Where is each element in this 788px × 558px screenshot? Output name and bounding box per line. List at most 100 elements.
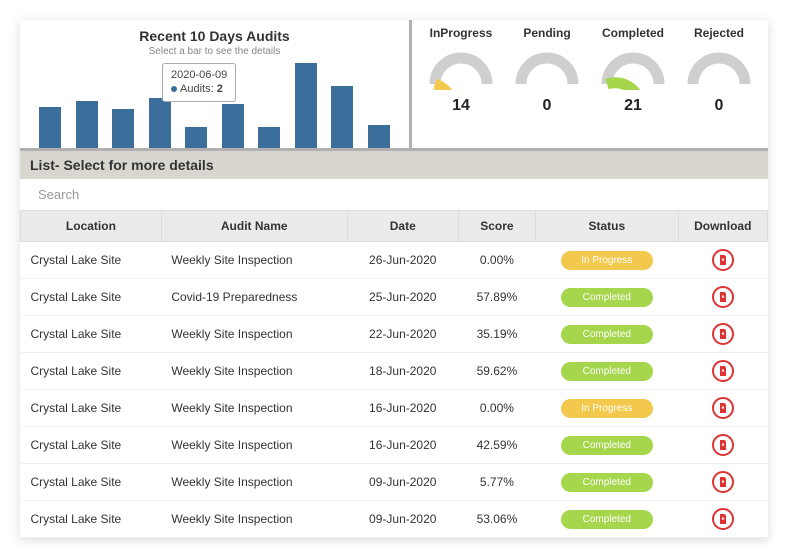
tooltip-value-line: Audits: 2 xyxy=(171,82,227,96)
cell-score: 59.62% xyxy=(458,353,535,390)
gauge-label: Pending xyxy=(506,26,588,40)
table-body: Crystal Lake Site Weekly Site Inspection… xyxy=(21,242,768,538)
search-row xyxy=(20,179,768,210)
cell-date: 09-Jun-2020 xyxy=(347,464,458,501)
column-header[interactable]: Audit Name xyxy=(161,211,347,242)
cell-score: 0.00% xyxy=(458,390,535,427)
status-badge: Completed xyxy=(561,288,653,307)
download-pdf-icon[interactable] xyxy=(712,434,734,456)
cell-location: Crystal Lake Site xyxy=(21,427,162,464)
chart-bar[interactable] xyxy=(185,127,207,148)
chart-bar[interactable] xyxy=(76,101,98,148)
gauge-value: 21 xyxy=(592,97,674,115)
column-header[interactable]: Status xyxy=(536,211,678,242)
cell-date: 25-Jun-2020 xyxy=(347,279,458,316)
table-row[interactable]: Crystal Lake Site Weekly Site Inspection… xyxy=(21,464,768,501)
column-header[interactable]: Download xyxy=(678,211,767,242)
download-pdf-icon[interactable] xyxy=(712,508,734,530)
table-row[interactable]: Crystal Lake Site Weekly Site Inspection… xyxy=(21,427,768,464)
gauge-label: InProgress xyxy=(420,26,502,40)
chart-bar[interactable] xyxy=(368,125,390,148)
cell-download xyxy=(678,501,767,538)
recent-audits-chart: Recent 10 Days Audits Select a bar to se… xyxy=(20,20,412,148)
cell-audit-name: Weekly Site Inspection xyxy=(161,390,347,427)
cell-date: 16-Jun-2020 xyxy=(347,390,458,427)
cell-location: Crystal Lake Site xyxy=(21,279,162,316)
status-badge: Completed xyxy=(561,473,653,492)
cell-audit-name: Weekly Site Inspection xyxy=(161,353,347,390)
gauge-label: Completed xyxy=(592,26,674,40)
cell-location: Crystal Lake Site xyxy=(21,501,162,538)
cell-score: 57.89% xyxy=(458,279,535,316)
search-input[interactable] xyxy=(20,179,768,210)
chart-bar[interactable] xyxy=(258,127,280,148)
cell-date: 22-Jun-2020 xyxy=(347,316,458,353)
cell-status: In Progress xyxy=(536,242,678,279)
cell-status: Completed xyxy=(536,316,678,353)
download-pdf-icon[interactable] xyxy=(712,323,734,345)
table-row[interactable]: Crystal Lake Site Weekly Site Inspection… xyxy=(21,242,768,279)
chart-bar[interactable] xyxy=(149,98,171,148)
cell-score: 53.06% xyxy=(458,501,535,538)
chart-bar[interactable] xyxy=(39,107,61,148)
cell-status: Completed xyxy=(536,501,678,538)
cell-location: Crystal Lake Site xyxy=(21,464,162,501)
cell-location: Crystal Lake Site xyxy=(21,353,162,390)
table-row[interactable]: Crystal Lake Site Weekly Site Inspection… xyxy=(21,390,768,427)
list-header: List- Select for more details xyxy=(20,151,768,179)
table-row[interactable]: Crystal Lake Site Weekly Site Inspection… xyxy=(21,501,768,538)
cell-location: Crystal Lake Site xyxy=(21,390,162,427)
status-badge: Completed xyxy=(561,510,653,529)
status-badge: In Progress xyxy=(561,399,653,418)
column-header[interactable]: Score xyxy=(458,211,535,242)
column-header[interactable]: Location xyxy=(21,211,162,242)
chart-bar[interactable] xyxy=(331,86,353,148)
status-badge: Completed xyxy=(561,436,653,455)
cell-audit-name: Weekly Site Inspection xyxy=(161,501,347,538)
top-row: Recent 10 Days Audits Select a bar to se… xyxy=(20,20,768,151)
download-pdf-icon[interactable] xyxy=(712,397,734,419)
chart-tooltip: 2020-06-09 Audits: 2 xyxy=(162,63,236,102)
cell-score: 0.00% xyxy=(458,242,535,279)
chart-subtitle: Select a bar to see the details xyxy=(32,46,397,57)
cell-status: Completed xyxy=(536,464,678,501)
table-row[interactable]: Crystal Lake Site Covid-19 Preparedness … xyxy=(21,279,768,316)
cell-audit-name: Weekly Site Inspection xyxy=(161,242,347,279)
download-pdf-icon[interactable] xyxy=(712,471,734,493)
cell-status: Completed xyxy=(536,427,678,464)
gauge-label: Rejected xyxy=(678,26,760,40)
cell-status: Completed xyxy=(536,279,678,316)
chart-bar[interactable] xyxy=(112,109,134,148)
cell-date: 09-Jun-2020 xyxy=(347,501,458,538)
cell-audit-name: Covid-19 Preparedness xyxy=(161,279,347,316)
chart-bars: 2020-06-09 Audits: 2 xyxy=(32,63,397,148)
gauge-rejected[interactable]: Rejected 0 xyxy=(678,26,760,144)
cell-score: 42.59% xyxy=(458,427,535,464)
status-gauges: InProgress 14Pending 0Completed 21Reject… xyxy=(412,20,768,148)
download-pdf-icon[interactable] xyxy=(712,360,734,382)
download-pdf-icon[interactable] xyxy=(712,249,734,271)
cell-download xyxy=(678,316,767,353)
gauge-pending[interactable]: Pending 0 xyxy=(506,26,588,144)
cell-download xyxy=(678,242,767,279)
chart-bar[interactable] xyxy=(222,104,244,148)
cell-download xyxy=(678,464,767,501)
gauge-completed[interactable]: Completed 21 xyxy=(592,26,674,144)
status-badge: Completed xyxy=(561,362,653,381)
table-row[interactable]: Crystal Lake Site Weekly Site Inspection… xyxy=(21,353,768,390)
cell-status: Completed xyxy=(536,353,678,390)
cell-download xyxy=(678,353,767,390)
column-header[interactable]: Date xyxy=(347,211,458,242)
download-pdf-icon[interactable] xyxy=(712,286,734,308)
gauge-value: 0 xyxy=(678,97,760,115)
cell-date: 26-Jun-2020 xyxy=(347,242,458,279)
table-row[interactable]: Crystal Lake Site Weekly Site Inspection… xyxy=(21,316,768,353)
chart-bar[interactable] xyxy=(295,63,317,148)
table-header-row: LocationAudit NameDateScoreStatusDownloa… xyxy=(21,211,768,242)
cell-date: 18-Jun-2020 xyxy=(347,353,458,390)
tooltip-dot-icon xyxy=(171,86,177,92)
status-badge: In Progress xyxy=(561,251,653,270)
cell-download xyxy=(678,279,767,316)
gauge-inprogress[interactable]: InProgress 14 xyxy=(420,26,502,144)
gauge-value: 14 xyxy=(420,97,502,115)
